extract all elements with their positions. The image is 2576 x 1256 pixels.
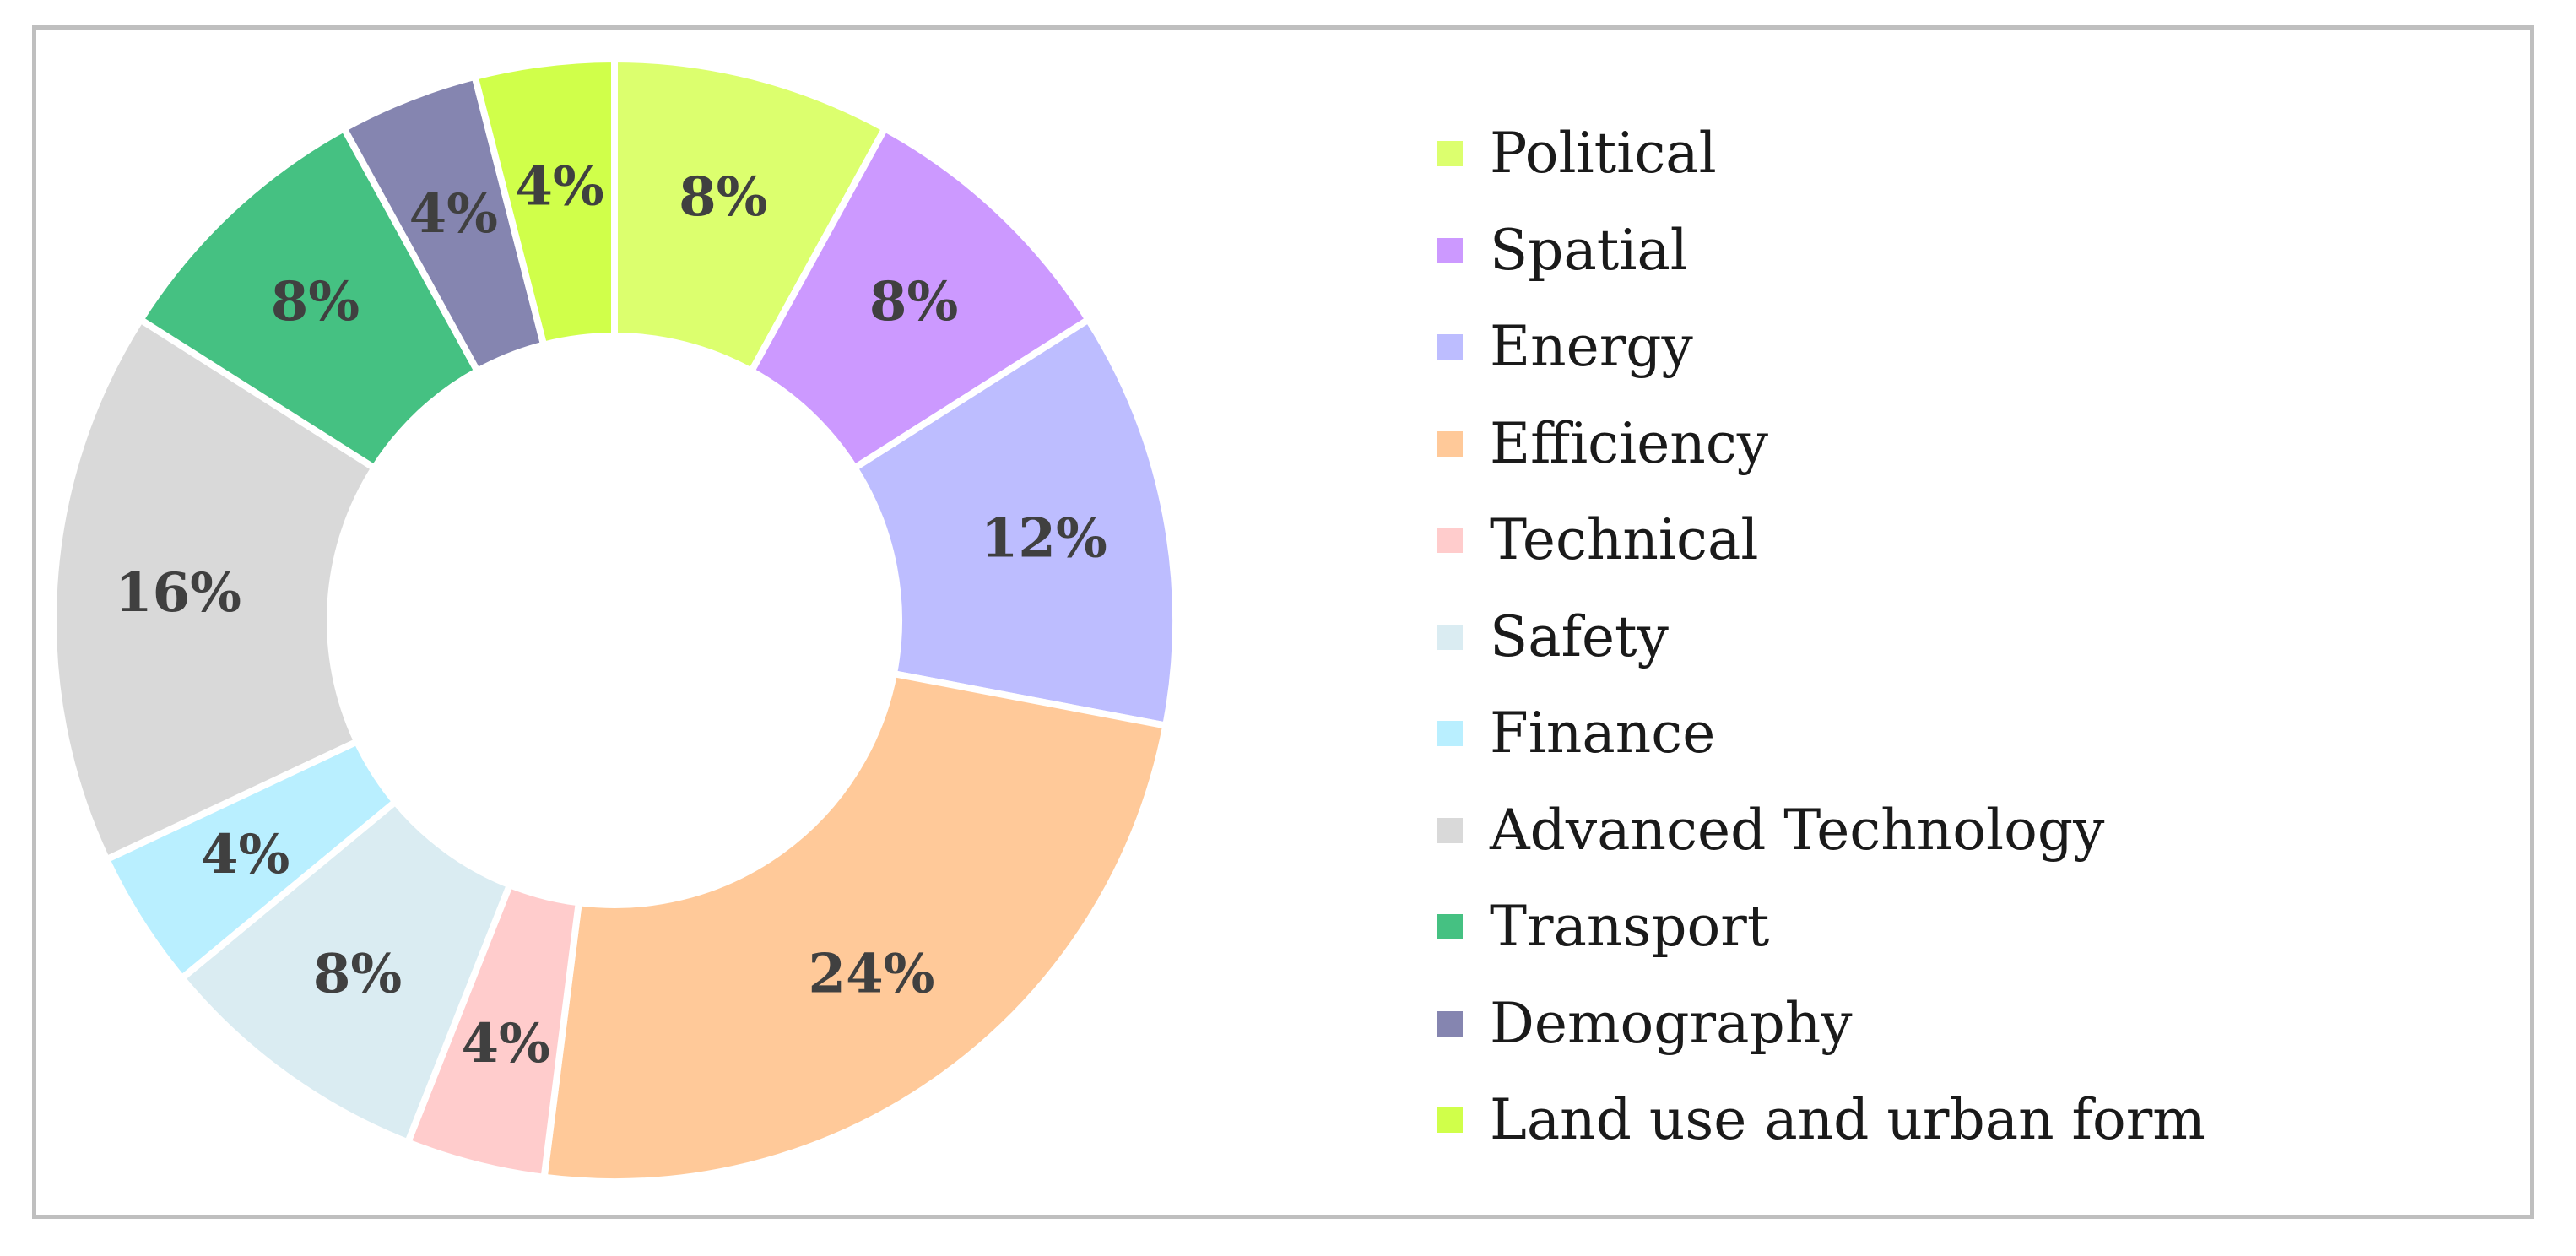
legend-item-demography: Demography: [1437, 991, 2205, 1088]
legend-label: Political: [1490, 121, 1717, 186]
legend-label: Finance: [1490, 701, 1716, 766]
chart-legend: Political Spatial Energy Efficiency Technica…: [1437, 121, 2205, 1184]
legend-swatch: [1437, 237, 1463, 263]
legend-swatch: [1437, 1010, 1463, 1037]
legend-swatch: [1437, 1107, 1463, 1133]
legend-label: Technical: [1490, 507, 1759, 572]
legend-item-transport: Transport: [1437, 894, 2205, 991]
donut-slice-land-use-and-urban-form: [470, 55, 618, 349]
legend-swatch: [1437, 528, 1463, 553]
legend-item-energy: Energy: [1437, 314, 2205, 411]
legend-swatch: [1437, 334, 1463, 360]
legend-swatch: [1437, 721, 1463, 746]
legend-label: Energy: [1490, 314, 1693, 379]
legend-label: Spatial: [1490, 217, 1688, 283]
donut-slice-energy: [850, 315, 1179, 730]
chart-figure: 8% 8% 12% 24% 4% 8% 4% 16% 8% 4% 4% Political Spati…: [32, 25, 2534, 1219]
legend-swatch: [1437, 141, 1463, 166]
slice-label-finance: 4%: [201, 823, 290, 886]
legend-item-land-use-and-urban-form: Land use and urban form: [1437, 1087, 2205, 1184]
slice-label-technical: 4%: [462, 1012, 550, 1075]
slice-label-political: 8%: [679, 165, 767, 229]
legend-item-spatial: Spatial: [1437, 218, 2205, 315]
slice-label-transport: 8%: [271, 270, 360, 333]
legend-swatch: [1437, 914, 1463, 939]
legend-label: Land use and urban form: [1490, 1087, 2205, 1152]
legend-swatch: [1437, 430, 1463, 457]
slice-label-spatial: 8%: [869, 270, 958, 333]
legend-label: Advanced Technology: [1490, 797, 2105, 863]
donut-slice-advanced-technology: [50, 315, 379, 864]
legend-item-political: Political: [1437, 121, 2205, 218]
legend-label: Transport: [1490, 894, 1770, 959]
slice-label-land-use-and-urban-form: 4%: [515, 155, 603, 219]
legend-item-finance: Finance: [1437, 701, 2205, 798]
legend-label: Demography: [1490, 990, 1853, 1056]
donut-slice-efficiency: [540, 669, 1170, 1186]
slice-label-demography: 4%: [409, 182, 498, 246]
legend-label: Efficiency: [1490, 410, 1769, 476]
legend-item-advanced-technology: Advanced Technology: [1437, 798, 2205, 895]
donut-chart: 8% 8% 12% 24% 4% 8% 4% 16% 8% 4% 4%: [50, 55, 1179, 1186]
legend-item-technical: Technical: [1437, 507, 2205, 604]
slice-label-advanced-technology: 16%: [115, 561, 241, 625]
legend-item-efficiency: Efficiency: [1437, 411, 2205, 508]
slice-label-safety: 8%: [313, 943, 402, 1006]
legend-swatch: [1437, 817, 1463, 843]
slice-label-efficiency: 24%: [809, 943, 935, 1006]
legend-swatch: [1437, 624, 1463, 650]
slice-label-energy: 12%: [981, 506, 1107, 570]
legend-label: Safety: [1490, 604, 1669, 669]
legend-item-safety: Safety: [1437, 604, 2205, 701]
